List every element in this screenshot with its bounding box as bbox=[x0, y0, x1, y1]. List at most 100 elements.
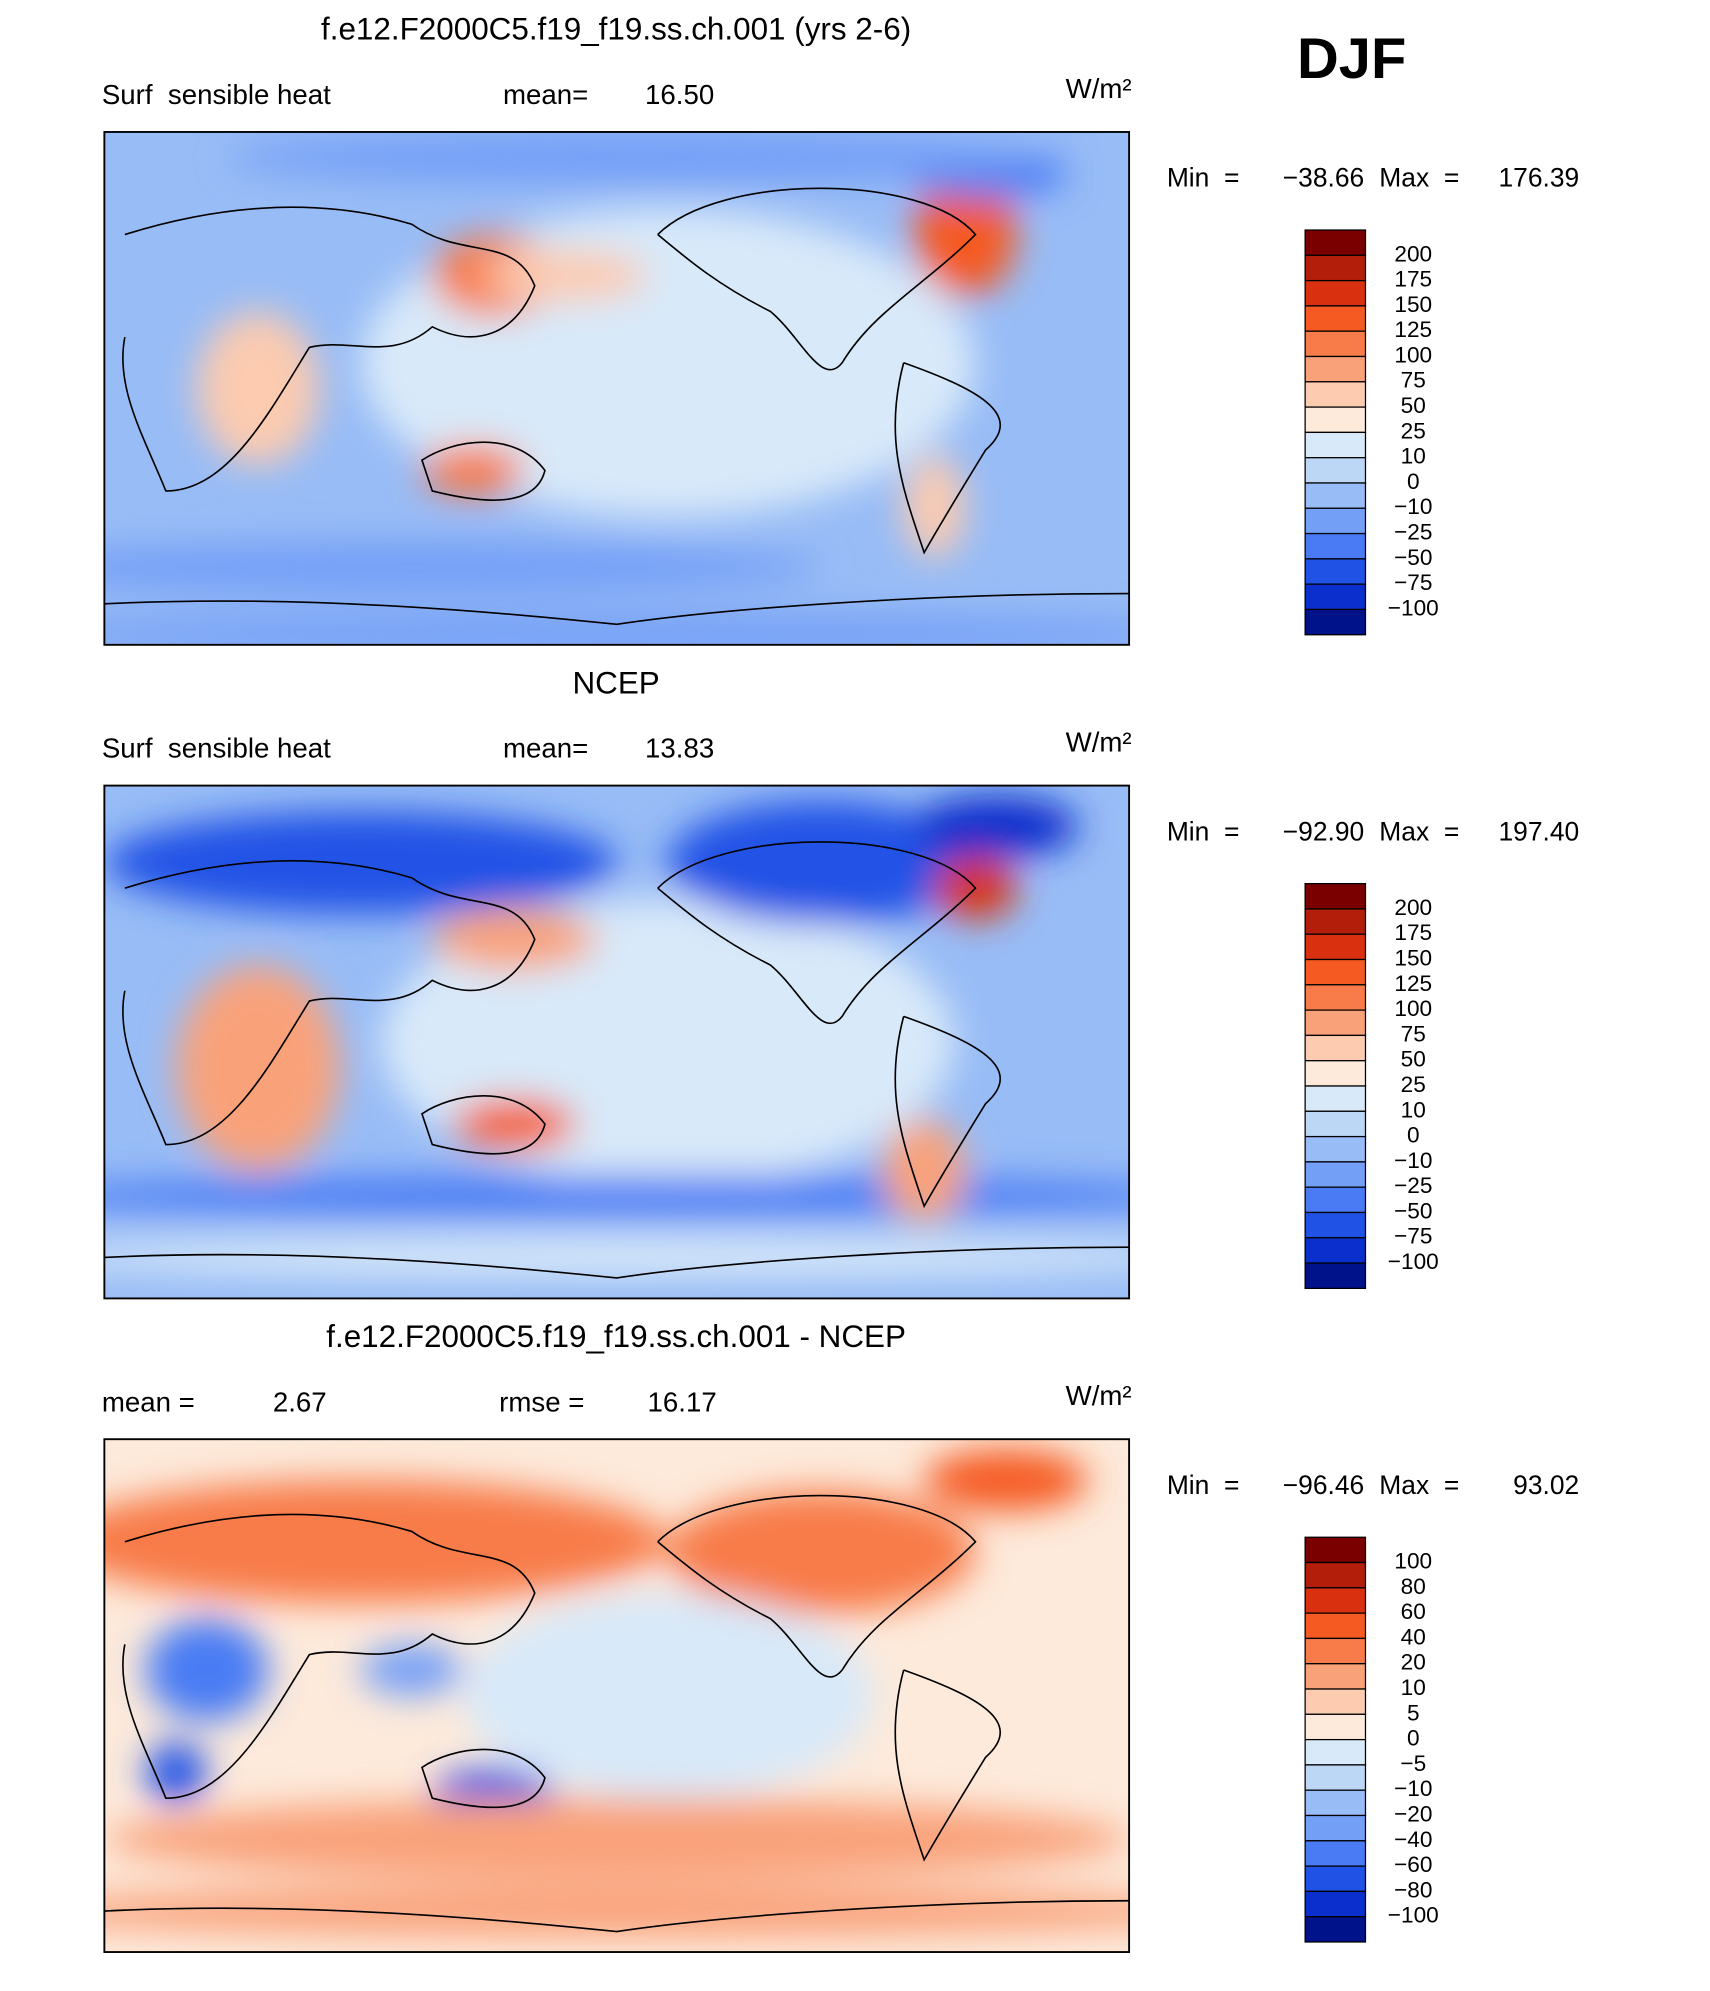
colorbar-label: 150 bbox=[1394, 945, 1432, 970]
coastline bbox=[420, 441, 546, 501]
colorbar-box bbox=[1304, 279, 1367, 307]
panel-label: mean= bbox=[503, 733, 588, 764]
coastline bbox=[420, 1748, 546, 1809]
colorbar-box bbox=[1304, 1060, 1367, 1087]
season-label: DJF bbox=[1297, 27, 1406, 91]
map-blob bbox=[913, 795, 1078, 858]
map-field bbox=[104, 785, 1130, 1299]
map-frame bbox=[103, 784, 1131, 1300]
colorbar-label: −20 bbox=[1394, 1801, 1432, 1826]
colorbar-label: 200 bbox=[1394, 241, 1432, 266]
map-blob bbox=[176, 965, 341, 1171]
colorbar-box bbox=[1304, 457, 1367, 484]
map-blob bbox=[104, 1480, 668, 1604]
colorbar-label: 25 bbox=[1401, 1072, 1426, 1097]
panel-label: rmse = bbox=[499, 1386, 584, 1417]
colorbar-label: −10 bbox=[1394, 1148, 1432, 1173]
panel-title: f.e12.F2000C5.f19_f19.ss.ch.001 - NCEP bbox=[326, 1319, 906, 1354]
colorbar-box bbox=[1304, 608, 1367, 636]
colorbar-box bbox=[1304, 1612, 1367, 1640]
coastline bbox=[122, 206, 536, 492]
colorbar-box bbox=[1304, 1663, 1367, 1690]
map-blob bbox=[104, 1798, 1130, 1881]
colorbar-label: −100 bbox=[1388, 595, 1439, 620]
max-value: 176.39 bbox=[1499, 163, 1580, 193]
colorbar-box bbox=[1304, 1262, 1367, 1289]
colorbar-label: −10 bbox=[1394, 494, 1432, 519]
panel-label: Surf sensible heat bbox=[102, 733, 331, 764]
map-frame bbox=[103, 1438, 1131, 1953]
panel-title: f.e12.F2000C5.f19_f19.ss.ch.001 (yrs 2-6… bbox=[321, 12, 911, 47]
coastline bbox=[657, 841, 977, 1025]
colorbar-box bbox=[1304, 558, 1367, 585]
map-blobs bbox=[104, 131, 1130, 645]
colorbar-label: −80 bbox=[1394, 1877, 1432, 1902]
colorbar-box bbox=[1304, 229, 1367, 256]
colorbar-label: 80 bbox=[1401, 1574, 1426, 1599]
map-blob bbox=[104, 1236, 1130, 1278]
panel-title: NCEP bbox=[572, 665, 659, 700]
colorbar-box bbox=[1304, 1865, 1367, 1893]
colorbar-label: 0 bbox=[1407, 469, 1420, 494]
colorbar-label: 175 bbox=[1394, 267, 1432, 292]
map-blobs bbox=[104, 795, 1130, 1278]
colorbar-box bbox=[1304, 583, 1367, 611]
colorbar-box bbox=[1304, 1916, 1367, 1943]
map-blobs bbox=[104, 1449, 1130, 1937]
map-blob bbox=[360, 1644, 464, 1696]
units-label: W/m² bbox=[1066, 1380, 1132, 1411]
colorbar-box bbox=[1304, 305, 1367, 332]
colorbar-box bbox=[1304, 1561, 1367, 1589]
colorbar-label: 10 bbox=[1401, 444, 1426, 469]
colorbar-box bbox=[1304, 1587, 1367, 1614]
panel-label: mean= bbox=[503, 79, 588, 110]
panel-label: 2.67 bbox=[273, 1386, 327, 1417]
colorbar-box bbox=[1304, 482, 1367, 509]
coastline bbox=[657, 1494, 977, 1678]
colorbar-box bbox=[1304, 1135, 1367, 1163]
colorbar-box bbox=[1304, 1186, 1367, 1214]
colorbar-box bbox=[1304, 1764, 1367, 1791]
colorbar-label: −40 bbox=[1394, 1827, 1432, 1852]
colorbar-label: 50 bbox=[1401, 393, 1426, 418]
max-value: 197.40 bbox=[1499, 816, 1580, 846]
colorbar-label: −100 bbox=[1388, 1903, 1439, 1928]
map-blob bbox=[104, 542, 822, 594]
colorbar-label: 75 bbox=[1401, 368, 1426, 393]
coastline bbox=[894, 1669, 1001, 1862]
coastline bbox=[420, 1095, 546, 1155]
colorbar-label: −50 bbox=[1394, 1198, 1432, 1223]
colorbar-box bbox=[1304, 933, 1367, 961]
colorbar-label: 100 bbox=[1394, 342, 1432, 367]
map-field bbox=[104, 1439, 1130, 1953]
map-blob bbox=[883, 1118, 966, 1222]
colorbar-box bbox=[1304, 1009, 1367, 1037]
colorbar-box bbox=[1304, 355, 1367, 383]
colorbar-box bbox=[1304, 883, 1367, 910]
colorbar-label: 75 bbox=[1401, 1021, 1426, 1046]
colorbar-label: 10 bbox=[1401, 1097, 1426, 1122]
map-blob bbox=[104, 614, 1130, 645]
panel-label: Surf sensible heat bbox=[102, 79, 331, 110]
colorbar-label: 150 bbox=[1394, 292, 1432, 317]
colorbar-label: 25 bbox=[1401, 418, 1426, 443]
units-label: W/m² bbox=[1066, 726, 1132, 757]
colorbar-label: 40 bbox=[1401, 1624, 1426, 1649]
max-value: 93.02 bbox=[1513, 1470, 1579, 1500]
map-blob bbox=[422, 444, 525, 497]
colorbar-box bbox=[1304, 984, 1367, 1011]
colorbar-box bbox=[1304, 1814, 1367, 1842]
coastline bbox=[894, 1015, 1001, 1209]
panel-label: mean = bbox=[102, 1386, 195, 1417]
colorbar-label: 125 bbox=[1394, 971, 1432, 996]
colorbar-box bbox=[1304, 1840, 1367, 1867]
colorbar-label: 20 bbox=[1401, 1650, 1426, 1675]
panel-label: 16.17 bbox=[648, 1386, 717, 1417]
coastline bbox=[657, 187, 977, 371]
colorbar-box bbox=[1304, 1161, 1367, 1188]
colorbar-box bbox=[1304, 406, 1367, 434]
colorbar-label: 0 bbox=[1407, 1726, 1420, 1751]
max-label: Max = bbox=[1379, 1470, 1459, 1500]
colorbar-box bbox=[1304, 532, 1367, 560]
